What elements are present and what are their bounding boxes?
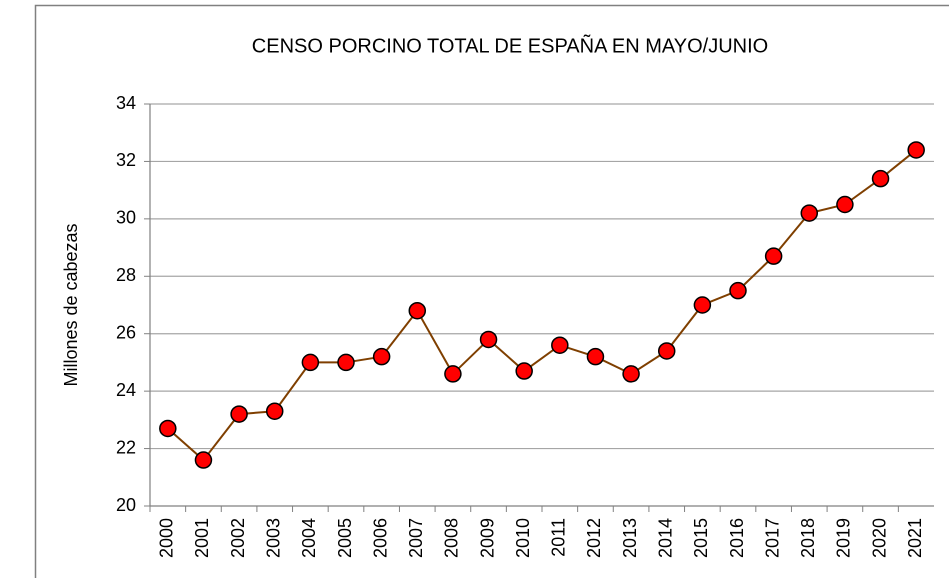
x-tick-label: 2016: [727, 518, 747, 558]
y-tick-label: 28: [116, 265, 136, 285]
data-point: [693, 296, 712, 314]
y-tick-label: 32: [116, 150, 136, 170]
y-tick-label: 20: [116, 495, 136, 515]
data-point: [265, 402, 284, 420]
y-tick-label: 34: [116, 93, 136, 113]
x-tick-label: 2015: [691, 518, 711, 558]
data-point: [622, 365, 640, 383]
x-tick-label: 2017: [762, 518, 782, 558]
x-tick-label: 2010: [513, 518, 533, 558]
data-point: [657, 342, 676, 360]
data-point: [800, 204, 819, 222]
y-axis-label: Millones de cabezas: [61, 223, 81, 386]
x-tick-label: 2009: [477, 518, 497, 558]
x-tick-label: 2005: [335, 518, 355, 558]
chart-border: [34, 4, 949, 578]
data-point: [551, 336, 569, 354]
data-point: [907, 141, 925, 159]
x-tick-label: 2019: [834, 518, 854, 558]
x-tick-label: 2000: [157, 518, 177, 558]
data-point: [159, 419, 177, 438]
data-point: [836, 195, 854, 214]
y-tick-label: 30: [116, 208, 136, 228]
data-point: [729, 281, 747, 300]
x-tick-label: 2002: [228, 518, 248, 558]
x-tick-label: 2012: [584, 518, 604, 558]
data-point: [479, 330, 498, 349]
data-point: [764, 247, 783, 265]
data-point: [515, 362, 533, 380]
x-tick-label: 2004: [299, 518, 319, 558]
x-tick-label: 2014: [655, 518, 675, 558]
y-tick-label: 24: [116, 380, 136, 400]
y-tick-label: 22: [116, 437, 136, 457]
data-point: [372, 347, 391, 366]
data-point: [194, 451, 213, 469]
data-point: [337, 353, 355, 372]
x-tick-label: 2011: [549, 518, 569, 557]
data-point: [586, 347, 605, 366]
data-point: [230, 405, 248, 423]
x-tick-label: 2013: [620, 518, 640, 558]
data-point: [408, 301, 427, 320]
data-point: [871, 169, 890, 188]
data-point: [444, 365, 462, 383]
x-tick-label: 2007: [406, 518, 426, 558]
x-tick-label: 2001: [192, 518, 212, 558]
x-tick-label: 2008: [442, 518, 462, 558]
x-tick-label: 2006: [370, 518, 390, 558]
y-tick-label: 26: [116, 322, 136, 342]
data-point: [301, 353, 320, 372]
chart-title: CENSO PORCINO TOTAL DE ESPAÑA EN MAYO/JU…: [252, 33, 768, 57]
x-tick-label: 2021: [905, 518, 925, 558]
series-line: [167, 149, 917, 462]
x-tick-label: 2018: [798, 518, 818, 558]
x-tick-label: 2020: [869, 518, 889, 558]
x-tick-label: 2003: [263, 518, 283, 558]
